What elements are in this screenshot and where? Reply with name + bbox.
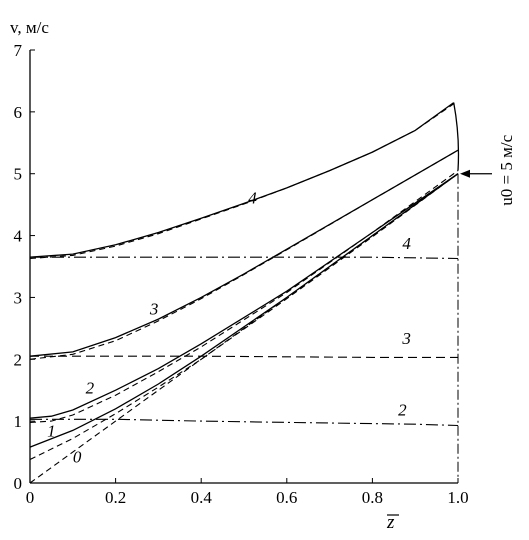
series-line-4-dashdot bbox=[30, 256, 459, 260]
x-tick-label: 0.6 bbox=[276, 488, 297, 507]
x-axis-label: z bbox=[386, 512, 395, 533]
y-tick-label: 1 bbox=[14, 412, 23, 431]
series-line-1-solid bbox=[29, 173, 459, 448]
y-tick-label: 6 bbox=[14, 103, 23, 122]
x-tick-label: 0.2 bbox=[105, 488, 126, 507]
series-line-2-solid bbox=[29, 173, 459, 419]
y-tick-label: 3 bbox=[14, 288, 23, 307]
x-tick-label: 0 bbox=[26, 488, 35, 507]
curve-label-4: 4 bbox=[248, 188, 257, 207]
series-line-2-dashed bbox=[29, 170, 459, 423]
x-tick-label: 0.4 bbox=[191, 488, 213, 507]
y-tick-label: 0 bbox=[14, 474, 23, 493]
axes bbox=[29, 50, 459, 484]
series-line-3-dashed bbox=[29, 149, 459, 360]
u0-annotation-label: u0 = 5 м/с bbox=[497, 134, 516, 205]
u0-annotation: u0 = 5 м/с bbox=[460, 134, 516, 206]
y-tick-label: 2 bbox=[14, 350, 23, 369]
curve-label-3: 3 bbox=[149, 300, 159, 319]
y-axis-label: v, м/с bbox=[10, 18, 49, 37]
curve-label-3: 3 bbox=[401, 329, 411, 348]
series-line-4-solid bbox=[29, 102, 455, 258]
x-tick-label: 0.8 bbox=[362, 488, 383, 507]
series-line-4-dashed bbox=[29, 103, 455, 260]
curve-label-4: 4 bbox=[402, 234, 411, 253]
series-line-3-solid bbox=[29, 149, 459, 357]
y-tick-label: 7 bbox=[14, 41, 23, 60]
curve-label-1: 1 bbox=[47, 422, 56, 441]
curve-label-2: 2 bbox=[398, 401, 407, 420]
series-group bbox=[29, 102, 460, 484]
curve-labels: 01 2 3 4 2 3 4 bbox=[47, 188, 411, 466]
u0-arrow-head bbox=[460, 169, 470, 178]
curve-label-0: 0 bbox=[73, 448, 82, 467]
series-line-3-dashed-horizontal bbox=[30, 355, 458, 358]
y-tick-label: 5 bbox=[14, 165, 23, 184]
series-4-end-hook bbox=[453, 102, 460, 171]
series-line-2-dashdot bbox=[30, 418, 459, 427]
series-line-1-dashed bbox=[29, 173, 459, 460]
x-tick-label: 1.0 bbox=[447, 488, 468, 507]
curve-label-2: 2 bbox=[86, 378, 95, 397]
y-tick-label: 4 bbox=[14, 227, 23, 246]
